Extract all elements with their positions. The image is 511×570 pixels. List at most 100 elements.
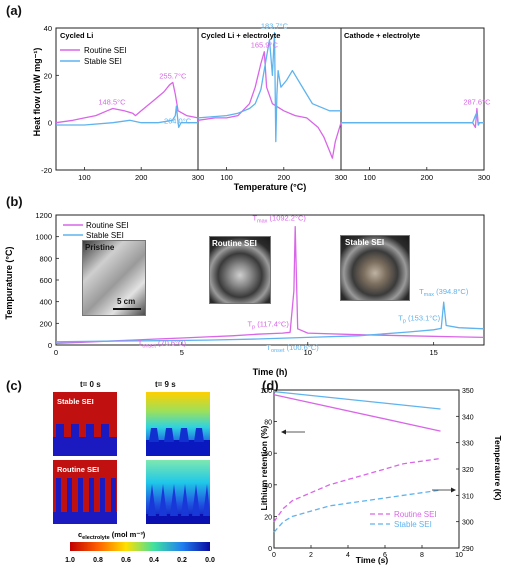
chart-d-xtick-label: 0 — [272, 552, 276, 559]
chart-b-annotation: Tonset (70.6°C) — [138, 338, 187, 349]
chart-d-ylabel: Lithium retention (%) — [260, 425, 269, 510]
chart-b-series-routine-sei — [55, 226, 485, 345]
chart-a-legend: Routine SEI Stable SEI — [60, 46, 127, 66]
chart-b-ytick-label: 1000 — [35, 233, 52, 242]
chart-b-ytick-label: 0 — [48, 341, 52, 350]
chart-b-annotation: Tp (153.1°C) — [398, 313, 440, 324]
chart-a-title-1: Cycled Li — [60, 31, 93, 40]
pristine-photo-label: Pristine — [85, 243, 115, 252]
colorbar-tick-label: 0.8 — [93, 557, 103, 564]
chart-d-ytick-label: 0 — [268, 546, 272, 553]
chart-a-xtick-label: 100 — [78, 173, 91, 182]
pristine-photo: Pristine 5 cm — [82, 240, 146, 316]
chart-b-legend-stable: Stable SEI — [86, 231, 124, 240]
chart-a-xtick-label: 100 — [220, 173, 233, 182]
chart-a-ylabel: Heat flow (mW mg⁻¹) — [32, 48, 42, 137]
chart-d-legend: Routine SEI Stable SEI — [370, 510, 437, 529]
panel-label-d: (d) — [262, 378, 279, 393]
chart-d-xtick-label: 8 — [420, 552, 424, 559]
chart-a-xtick-label: 100 — [363, 173, 376, 182]
routine-sei-row-label: Routine SEI — [57, 465, 99, 474]
chart-a-legend-stable: Stable SEI — [84, 57, 122, 66]
stable-sei-row-label: Stable SEI — [57, 397, 94, 406]
chart-a-title-3: Cathode + electrolyte — [344, 31, 420, 40]
left-axis-arrow — [281, 429, 305, 435]
chart-d-y2tick-label: 320 — [462, 467, 474, 474]
chart-d-series-right-routine-sei — [273, 457, 441, 523]
chart-b-xtick-label: 5 — [180, 348, 184, 357]
chart-a-legend-routine: Routine SEI — [84, 46, 127, 55]
chart-b-annotation: Tp (117.4°C) — [247, 319, 289, 330]
time-label-9: t= 9 s — [155, 380, 176, 389]
chart-d-ytick-label: 60 — [264, 451, 272, 458]
chart-d-series-right-stable-sei — [273, 489, 441, 533]
chart-d-y2tick-label: 310 — [462, 493, 474, 500]
colorbar-tick-label: 0.2 — [177, 557, 187, 564]
chart-a-ytick-label: 40 — [44, 24, 52, 33]
chart-a-ytick-label: 0 — [48, 119, 52, 128]
stable-sei-photo-label: Stable SEI — [345, 238, 385, 247]
chart-b-ylabel: Tempurature (°C) — [4, 247, 14, 320]
chart-b-annotation: Tmax (394.8°C) — [419, 287, 469, 298]
chart-a: 100 200 300 100 200 300 100 200 300 -20 0 20 40 148.… — [32, 22, 491, 192]
chart-b-legend: Routine SEI Stable SEI — [63, 221, 129, 240]
chart-d-xtick-label: 4 — [346, 552, 350, 559]
chart-a-annotation: 165.9°C — [251, 41, 279, 50]
chart-b-ytick-label: 400 — [39, 298, 52, 307]
chart-d-y2tick-label: 330 — [462, 441, 474, 448]
chart-d-xlabel: Time (s) — [356, 555, 389, 565]
chart-b-xtick-label: 10 — [304, 348, 312, 357]
chart-b: 0 5 10 15 0 200 400 600 800 1000 1200 Tmax (1092.2… — [4, 211, 485, 377]
chart-a-series-routine-sei — [197, 51, 342, 159]
chart-d-y2label: Temperature (K) — [493, 435, 503, 500]
chart-d-legend-routine: Routine SEI — [394, 510, 437, 519]
chart-a-ytick-label: 20 — [44, 71, 52, 80]
chart-a-annotation: 255.7°C — [159, 71, 187, 80]
chart-d-xtick-label: 2 — [309, 552, 313, 559]
chart-a-series-stable-sei — [56, 105, 198, 129]
chart-d-y2tick-label: 290 — [462, 546, 474, 553]
chart-d-y2tick-label: 350 — [462, 388, 474, 395]
chart-d-ytick-label: 100 — [260, 388, 272, 395]
chart-d-series-left-routine-sei — [273, 394, 441, 432]
panel-label-b: (b) — [6, 194, 23, 209]
chart-a-series-routine-sei — [341, 107, 484, 129]
panel-label-a: (a) — [6, 3, 22, 18]
chart-b-xtick-label: 15 — [429, 348, 437, 357]
simulation-maps: Stable SEI Routine SEI celectrolyte (mol… — [53, 392, 215, 564]
chart-d: 0 2 4 6 8 10020406080100290300310320330340350… — [260, 388, 503, 565]
chart-a-frame — [340, 27, 485, 171]
chart-a-title-2: Cycled Li + electrolyte — [201, 31, 280, 40]
scale-bar-label: 5 cm — [117, 297, 136, 306]
routine-sei-photo-label: Routine SEI — [212, 239, 257, 248]
chart-b-ytick-label: 600 — [39, 276, 52, 285]
chart-a-series-stable-sei — [197, 32, 341, 143]
chart-d-xtick-label: 6 — [383, 552, 387, 559]
scale-bar — [113, 308, 141, 310]
chart-d-legend-stable: Stable SEI — [394, 520, 432, 529]
colorbar — [70, 542, 210, 551]
colorbar-title: celectrolyte (mol m⁻³) — [78, 530, 146, 541]
chart-b-series-stable-sei — [55, 301, 485, 343]
chart-b-annotation: Tonset (100.6°C) — [266, 343, 319, 354]
chart-d-ytick-label: 80 — [264, 420, 272, 427]
chart-d-xtick-label: 10 — [455, 552, 463, 559]
map-routine-t0 — [53, 460, 117, 524]
time-label-0: t= 0 s — [80, 380, 101, 389]
chart-a-annotation: 264.0°C — [164, 116, 192, 125]
right-axis-arrow — [432, 487, 456, 493]
panel-label-c: (c) — [6, 378, 22, 393]
chart-b-xtick-label: 0 — [54, 348, 58, 357]
chart-d-ytick-label: 20 — [264, 514, 272, 521]
chart-a-xlabel: Temperature (°C) — [234, 182, 306, 192]
chart-a-xtick-label: 300 — [335, 173, 348, 182]
stable-sei-photo: Stable SEI — [340, 235, 410, 301]
chart-b-ytick-label: 200 — [39, 319, 52, 328]
chart-a-xtick-label: 300 — [192, 173, 205, 182]
chart-b-legend-routine: Routine SEI — [86, 221, 129, 230]
map-routine-t9 — [146, 460, 210, 524]
colorbar-tick-label: 0.0 — [205, 557, 215, 564]
chart-b-xlabel: Time (h) — [253, 367, 288, 377]
chart-a-ytick-label: -20 — [41, 166, 52, 175]
chart-a-xtick-label: 200 — [135, 173, 148, 182]
